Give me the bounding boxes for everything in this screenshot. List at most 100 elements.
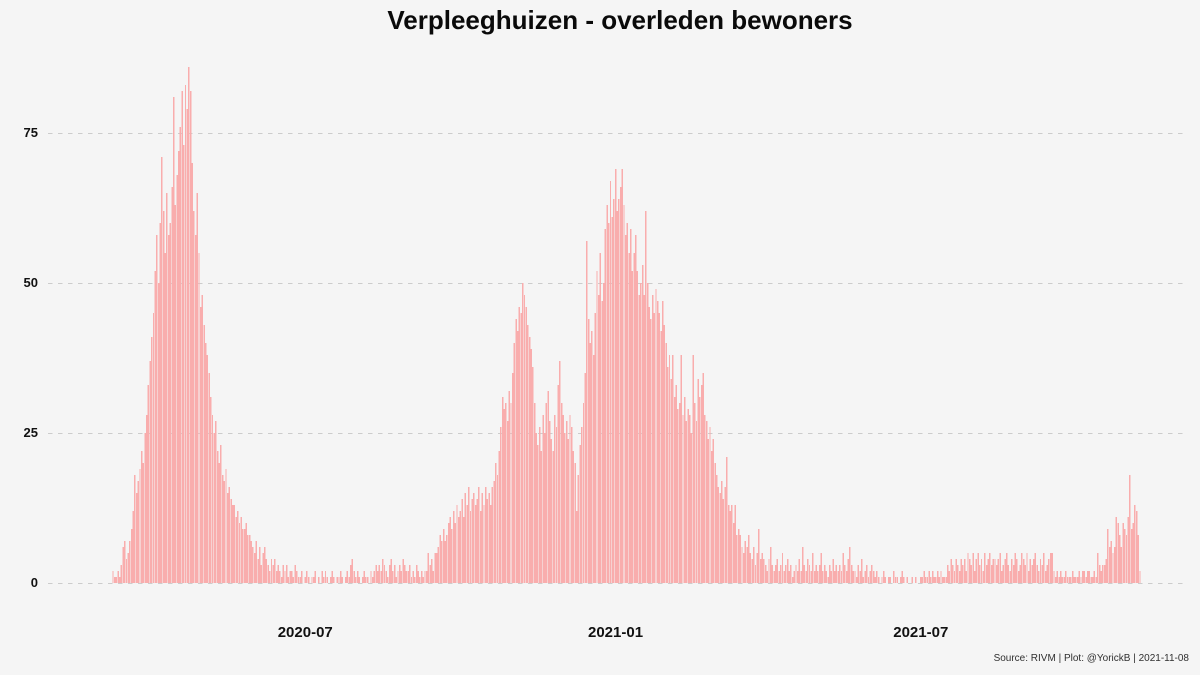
bar bbox=[1066, 577, 1069, 583]
bar bbox=[839, 565, 841, 583]
bar bbox=[995, 565, 998, 583]
bar bbox=[1021, 553, 1023, 583]
bar bbox=[280, 577, 283, 583]
bar bbox=[279, 571, 281, 583]
bar bbox=[759, 559, 762, 583]
bar bbox=[1095, 577, 1097, 583]
bar bbox=[1044, 571, 1047, 583]
bar bbox=[834, 571, 836, 583]
bar bbox=[899, 577, 902, 583]
bar bbox=[503, 409, 505, 583]
bar bbox=[422, 577, 425, 583]
bar bbox=[1063, 577, 1065, 583]
bar bbox=[928, 571, 930, 583]
bar bbox=[1039, 559, 1042, 583]
bar bbox=[1130, 529, 1133, 583]
bar bbox=[380, 571, 382, 583]
bar bbox=[436, 553, 438, 583]
bar bbox=[321, 571, 323, 583]
bar bbox=[828, 565, 831, 583]
bar bbox=[225, 469, 227, 583]
bar bbox=[523, 295, 526, 583]
bar bbox=[461, 499, 463, 583]
bar bbox=[845, 571, 848, 583]
bar bbox=[442, 529, 445, 583]
x-tick-label-2021-01: 2021-01 bbox=[588, 624, 644, 641]
bar bbox=[248, 535, 251, 583]
bar bbox=[849, 547, 851, 583]
bar bbox=[790, 565, 792, 583]
bar bbox=[205, 343, 207, 583]
bar bbox=[427, 553, 430, 583]
bar bbox=[882, 571, 885, 583]
bar bbox=[409, 565, 411, 583]
bar bbox=[260, 565, 263, 583]
bar bbox=[513, 343, 516, 583]
bar bbox=[476, 499, 478, 583]
bar bbox=[215, 421, 217, 583]
bar bbox=[906, 577, 909, 583]
bar bbox=[547, 391, 549, 583]
bar bbox=[827, 577, 829, 583]
bar bbox=[933, 577, 935, 583]
bar bbox=[1125, 535, 1128, 583]
bar bbox=[719, 493, 721, 583]
bar bbox=[250, 541, 253, 583]
bar bbox=[802, 547, 804, 583]
bar bbox=[383, 565, 386, 583]
bar bbox=[1090, 577, 1092, 583]
bar bbox=[151, 337, 153, 583]
bar bbox=[603, 283, 605, 583]
bar bbox=[748, 535, 750, 583]
bar bbox=[112, 571, 114, 583]
bar bbox=[624, 235, 627, 583]
bar bbox=[306, 571, 308, 583]
bar bbox=[963, 559, 966, 583]
bar bbox=[506, 421, 509, 583]
bar bbox=[710, 451, 713, 583]
bar bbox=[557, 385, 559, 583]
bar bbox=[517, 331, 519, 583]
bar bbox=[1016, 559, 1018, 583]
bar bbox=[129, 541, 131, 583]
bar bbox=[866, 565, 868, 583]
bar bbox=[572, 451, 575, 583]
bar bbox=[581, 427, 583, 583]
bar bbox=[867, 577, 870, 583]
bar bbox=[574, 463, 576, 583]
bar bbox=[253, 553, 256, 583]
bar bbox=[510, 403, 512, 583]
bar bbox=[1012, 565, 1015, 583]
bar bbox=[390, 559, 392, 583]
bar bbox=[697, 379, 699, 583]
bar bbox=[429, 565, 431, 583]
bar bbox=[861, 559, 863, 583]
bar bbox=[694, 403, 696, 583]
bar bbox=[387, 577, 389, 583]
bar bbox=[930, 577, 932, 583]
bar bbox=[434, 553, 436, 583]
bar bbox=[1031, 565, 1033, 583]
bar bbox=[673, 397, 676, 583]
bar bbox=[974, 571, 976, 583]
bar bbox=[920, 577, 922, 583]
bar bbox=[1137, 535, 1140, 583]
bar bbox=[1049, 553, 1052, 583]
bar bbox=[540, 451, 543, 583]
bar bbox=[662, 301, 664, 583]
bar bbox=[331, 571, 333, 583]
bar bbox=[167, 235, 170, 583]
bar bbox=[962, 565, 964, 583]
bar bbox=[304, 577, 306, 583]
bar bbox=[166, 193, 168, 583]
bar bbox=[813, 571, 816, 583]
bar bbox=[292, 577, 295, 583]
bar bbox=[763, 559, 765, 583]
bar bbox=[171, 187, 173, 583]
bar bbox=[550, 439, 553, 583]
bar bbox=[764, 565, 767, 583]
y-tick-label-75: 75 bbox=[23, 125, 38, 140]
bar bbox=[307, 577, 310, 583]
bar bbox=[689, 415, 691, 583]
bar bbox=[542, 415, 544, 583]
